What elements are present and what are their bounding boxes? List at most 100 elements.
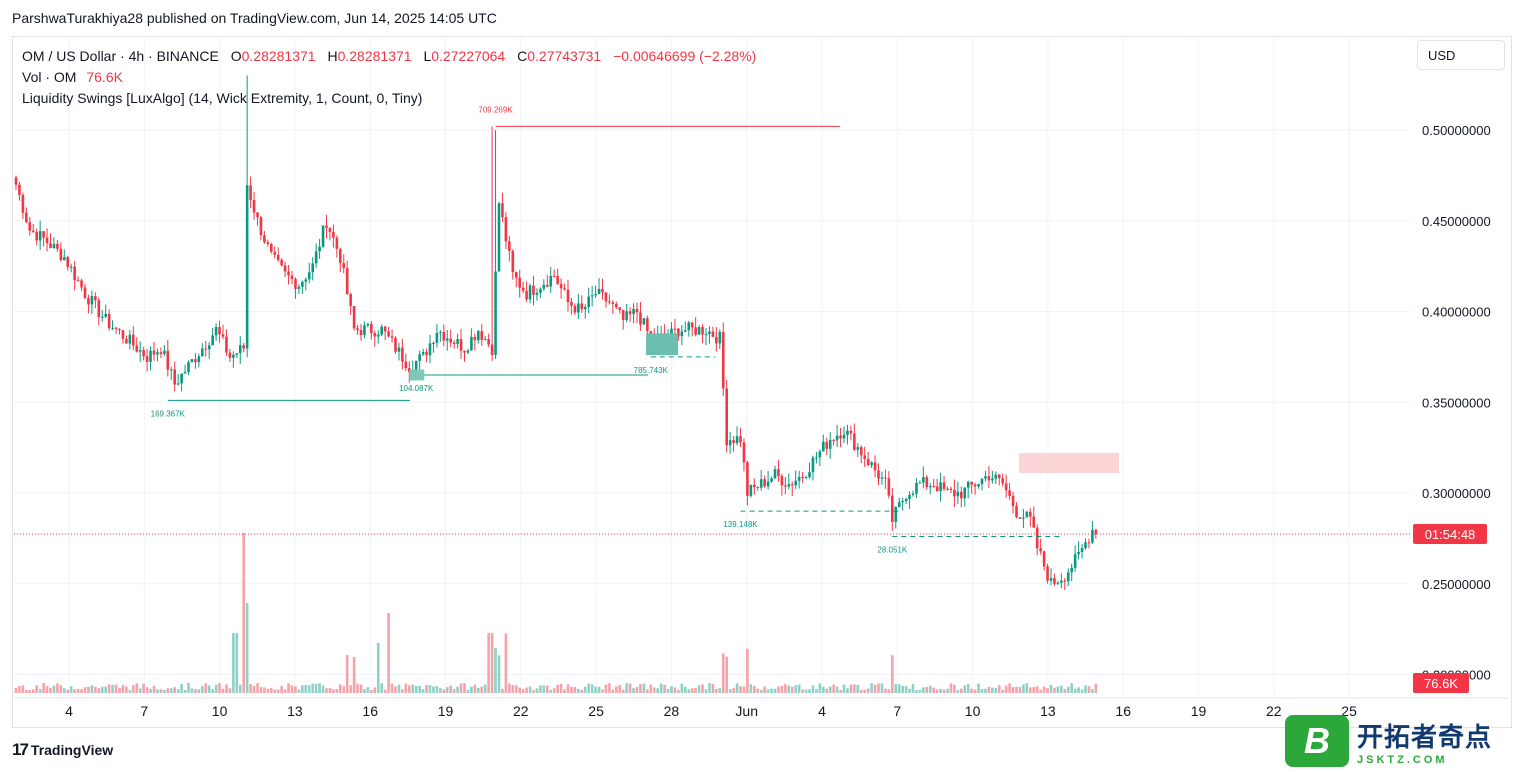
volume-bar bbox=[90, 685, 94, 693]
tradingview-logo[interactable]: 17 TradingView bbox=[12, 740, 113, 760]
volume-bar bbox=[107, 684, 111, 693]
volume-bar bbox=[142, 683, 145, 693]
volume-bar bbox=[225, 684, 228, 693]
x-tick-label: 7 bbox=[893, 703, 901, 719]
volume-bar bbox=[915, 689, 918, 693]
candle-body bbox=[552, 276, 556, 278]
volume-bar bbox=[207, 685, 211, 693]
candle-body bbox=[252, 199, 256, 213]
candle-body bbox=[297, 286, 301, 289]
candle-body bbox=[935, 486, 939, 492]
volume-bar bbox=[770, 688, 773, 693]
swing-high-label: 709.269K bbox=[478, 105, 513, 114]
legend-volume-row[interactable]: Vol · OM 76.6K bbox=[22, 67, 756, 88]
volume-bar bbox=[342, 686, 346, 693]
volume-bar bbox=[66, 689, 70, 693]
candle-body bbox=[694, 327, 697, 335]
candle-body bbox=[428, 343, 432, 356]
candle-body bbox=[1025, 511, 1029, 518]
volume-bar bbox=[204, 683, 208, 693]
volume-bar bbox=[477, 687, 480, 693]
candle-body bbox=[942, 482, 946, 489]
volume-bar bbox=[256, 683, 259, 693]
volume-bar bbox=[283, 689, 287, 693]
volume-bar bbox=[121, 684, 125, 693]
volume-bar bbox=[797, 684, 801, 693]
volume-bar bbox=[356, 683, 359, 693]
candle-body bbox=[628, 311, 632, 315]
legend-c-value: 0.27743731 bbox=[527, 48, 602, 64]
candle-body bbox=[470, 336, 473, 351]
candle-body bbox=[466, 350, 470, 353]
volume-bar bbox=[21, 685, 25, 693]
candle-body bbox=[456, 339, 459, 344]
chart-frame[interactable] bbox=[12, 36, 1512, 728]
volume-bar bbox=[335, 689, 339, 693]
volume-bar bbox=[228, 688, 232, 693]
candle-body bbox=[152, 350, 156, 355]
volume-bar bbox=[194, 689, 197, 693]
volume-bar bbox=[580, 689, 584, 693]
volume-bar bbox=[387, 613, 390, 693]
x-tick-label: 13 bbox=[1040, 703, 1056, 719]
legend-indicator-row[interactable]: Liquidity Swings [LuxAlgo] (14, Wick Ext… bbox=[22, 90, 423, 106]
candle-body bbox=[815, 457, 818, 459]
volume-badge bbox=[1413, 673, 1469, 693]
candle-body bbox=[401, 347, 404, 362]
volume-bar bbox=[445, 687, 449, 693]
volume-bar bbox=[604, 684, 608, 693]
candle-body bbox=[256, 212, 259, 218]
x-tick-label: 28 bbox=[664, 703, 680, 719]
candle-body bbox=[76, 280, 80, 282]
volume-bar bbox=[556, 684, 559, 693]
volume-bar bbox=[749, 684, 753, 693]
candle-body bbox=[766, 481, 770, 487]
volume-bar bbox=[746, 648, 749, 693]
candle-body bbox=[884, 477, 887, 479]
x-tick-label: 4 bbox=[818, 703, 826, 719]
volume-bar bbox=[549, 689, 553, 693]
volume-bar bbox=[349, 685, 352, 693]
candle-body bbox=[1035, 527, 1039, 549]
candle-body bbox=[214, 327, 218, 336]
candle-body bbox=[59, 248, 63, 261]
candle-body bbox=[939, 482, 942, 492]
volume-bar bbox=[287, 683, 290, 693]
volume-bar bbox=[52, 685, 56, 693]
volume-bar bbox=[242, 533, 245, 693]
candle-body bbox=[770, 478, 773, 482]
candle-body bbox=[1018, 517, 1022, 519]
candle-body bbox=[597, 288, 601, 294]
candle-body bbox=[763, 479, 766, 487]
volume-bar bbox=[1066, 686, 1070, 693]
candle-body bbox=[849, 430, 853, 434]
volume-bar bbox=[94, 686, 97, 693]
volume-bar bbox=[949, 683, 953, 693]
volume-bar bbox=[984, 688, 987, 693]
volume-bar bbox=[935, 689, 939, 693]
volume-bar bbox=[87, 686, 90, 693]
candle-body bbox=[1066, 572, 1070, 582]
candle-body bbox=[804, 477, 808, 479]
candle-body bbox=[887, 478, 891, 496]
candle-body bbox=[176, 383, 180, 385]
legend-ohlc-row[interactable]: OM / US Dollar · 4h · BINANCE O0.2828137… bbox=[22, 46, 756, 67]
volume-bar bbox=[987, 686, 991, 693]
volume-bar bbox=[297, 689, 301, 693]
volume-bar bbox=[304, 685, 308, 693]
volume-bar bbox=[925, 687, 929, 693]
currency-button[interactable]: USD bbox=[1417, 40, 1505, 70]
candle-body bbox=[425, 351, 428, 356]
volume-bar bbox=[418, 686, 421, 693]
volume-bar bbox=[646, 689, 649, 693]
candle-body bbox=[1039, 548, 1042, 552]
volume-bar bbox=[83, 687, 87, 693]
volume-bar bbox=[835, 686, 839, 693]
volume-bar bbox=[601, 689, 604, 693]
y-tick-label: 0.30000000 bbox=[1422, 486, 1491, 501]
candle-body bbox=[960, 491, 963, 499]
volume-bar bbox=[897, 684, 901, 693]
volume-badge-text: 76.6K bbox=[1424, 676, 1458, 691]
candle-body bbox=[839, 435, 842, 439]
